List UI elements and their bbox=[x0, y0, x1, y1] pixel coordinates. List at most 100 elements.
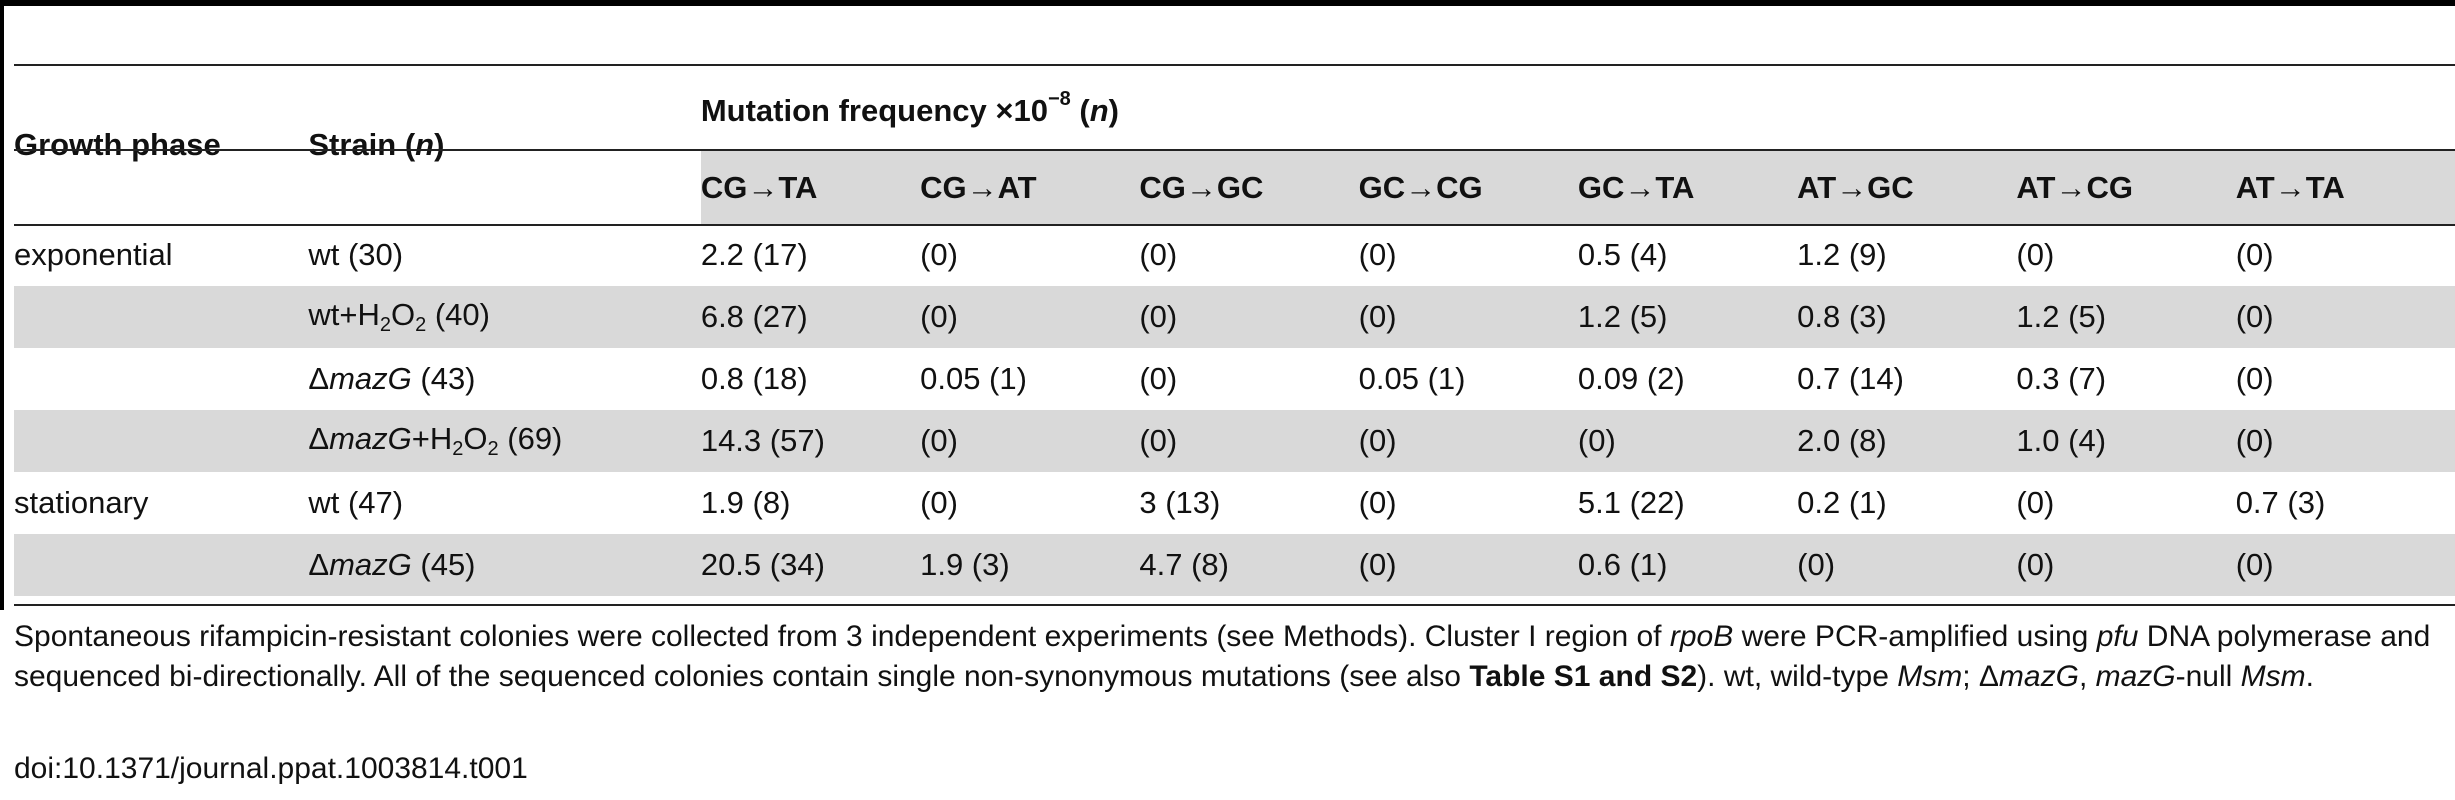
cell-mutation-value: 5.1 (22) bbox=[1577, 485, 1685, 520]
table-row: ΔmazG+H2O2 (69) 14.3 (57) (0) (0) (0) (0) 2.0 … bbox=[14, 410, 2455, 472]
footnote-rpob: rpoB bbox=[1669, 620, 1734, 653]
cell-mutation-value: (0) bbox=[2235, 423, 2274, 458]
table-top-rule bbox=[14, 64, 2455, 66]
header-strain-close: ) bbox=[434, 127, 445, 162]
cell-mutation-value: (0) bbox=[1797, 547, 1836, 582]
cell-mutation-value: 0.05 (1) bbox=[1358, 361, 1466, 396]
cell-mutation-value: 2.2 (17) bbox=[700, 237, 808, 272]
strain-mid-part: wt bbox=[308, 237, 340, 272]
footnote-text-1: Spontaneous rifampicin-resistant colonie… bbox=[14, 620, 1670, 653]
cell-strain: ΔmazG (45) bbox=[308, 534, 700, 596]
cell-growth-phase bbox=[14, 410, 308, 472]
cell-mutation-value: 3 (13) bbox=[1139, 485, 1221, 520]
footnote-text-5: ; Δ bbox=[1962, 660, 1999, 693]
cell-mutation-value: 14.3 (57) bbox=[700, 423, 825, 458]
cell-mutation-value: 1.2 (5) bbox=[2016, 299, 2107, 334]
table-row: stationary wt (47) 1.9 (8) (0) 3 (13) (0) 5.1 … bbox=[14, 472, 2455, 534]
cell-mutation-value: (0) bbox=[1358, 299, 1397, 334]
strain-pre-part: Δ bbox=[308, 361, 330, 396]
strain-italic-part: mazG bbox=[329, 547, 412, 582]
footnote-text-8: . bbox=[2305, 660, 2314, 693]
cell-mutation-value: (0) bbox=[2235, 361, 2274, 396]
cell-mutation-value: 0.3 (7) bbox=[2016, 361, 2107, 396]
cell-mutation-value: 6.8 (27) bbox=[700, 299, 808, 334]
table-row: wt+H2O2 (40) 6.8 (27) (0) (0) (0) 1.2 (5) 0.8 … bbox=[14, 286, 2455, 348]
cell-mutation-value: (0) bbox=[2235, 299, 2274, 334]
footnote-mazg-1: mazG bbox=[1998, 660, 2079, 693]
cell-growth-phase bbox=[14, 534, 308, 596]
strain-post-part: O bbox=[390, 297, 416, 332]
footnote-text-3: DNA polymerase and sequenced bi-directio… bbox=[14, 620, 2431, 693]
strain-post-part: (43) bbox=[411, 361, 476, 396]
header-mutation-cg-ta: CG→TA bbox=[700, 151, 921, 224]
cell-strain: wt (47) bbox=[308, 472, 700, 534]
footnote-text-6: , bbox=[2078, 660, 2096, 693]
header-strain: Strain (n) bbox=[308, 66, 700, 224]
table-footnote: Spontaneous rifampicin-resistant colonie… bbox=[14, 617, 2444, 697]
cell-mutation-value: (0) bbox=[920, 299, 958, 334]
header-mutfreq-n: n bbox=[1089, 93, 1109, 128]
header-growth-phase-text: Growth phase bbox=[14, 127, 221, 162]
left-rule bbox=[0, 0, 4, 610]
strain-mid-part: wt+H bbox=[308, 297, 380, 332]
cell-mutation-value: (0) bbox=[2235, 237, 2274, 272]
header-mid-rule bbox=[14, 149, 2455, 151]
header-mutation-at-gc: AT→GC bbox=[1797, 151, 2017, 224]
header-mutation-gc-ta: GC→TA bbox=[1577, 151, 1798, 224]
table-body: exponential wt (30) 2.2 (17) (0) (0) (0) 0.5 (… bbox=[14, 224, 2455, 596]
header-strain-text: Strain ( bbox=[308, 127, 416, 162]
table-row: exponential wt (30) 2.2 (17) (0) (0) (0) 0.5 (… bbox=[14, 224, 2455, 286]
cell-mutation-value: 2.0 (8) bbox=[1797, 423, 1887, 458]
cell-mutation-value: 4.7 (8) bbox=[1139, 547, 1229, 582]
cell-growth-phase: stationary bbox=[14, 485, 149, 520]
header-mutation-gc-cg: GC→CG bbox=[1358, 151, 1578, 224]
footnote-text-2: were PCR-amplified using bbox=[1733, 620, 2097, 653]
header-mutation-cg-gc: CG→GC bbox=[1139, 151, 1359, 224]
cell-strain: wt+H2O2 (40) bbox=[308, 286, 700, 348]
cell-mutation-value: 1.9 (3) bbox=[920, 547, 1010, 582]
cell-mutation-value: 0.8 (3) bbox=[1797, 299, 1887, 334]
table-row: ΔmazG (43) 0.8 (18) 0.05 (1) (0) 0.05 (1) 0.0… bbox=[14, 348, 2455, 410]
cell-mutation-value: (0) bbox=[1139, 237, 1178, 272]
cell-mutation-value: 0.7 (3) bbox=[2235, 485, 2326, 520]
cell-mutation-value: (0) bbox=[2235, 547, 2274, 582]
cell-mutation-value: (0) bbox=[1358, 237, 1397, 272]
header-mutfreq-open: ( bbox=[1070, 93, 1090, 128]
header-mutfreq-exponent: −8 bbox=[1047, 88, 1071, 110]
cell-mutation-value: 1.2 (9) bbox=[1797, 237, 1887, 272]
header-mutation-cg-at: CG→AT bbox=[920, 151, 1140, 224]
strain-sub2-part: 2 bbox=[487, 438, 499, 460]
footnote-msm-1: Msm bbox=[1897, 660, 1963, 693]
cell-mutation-value: (0) bbox=[920, 485, 958, 520]
doi-text: doi:10.1371/journal.ppat.1003814.t001 bbox=[14, 752, 528, 785]
mutation-table: Growth phase Strain (n) Mutation frequen… bbox=[14, 64, 2455, 606]
cell-growth-phase bbox=[14, 348, 308, 410]
header-mutfreq-close: ) bbox=[1108, 93, 1119, 128]
table-bottom-rule bbox=[14, 604, 2455, 606]
cell-mutation-value: (0) bbox=[1358, 485, 1397, 520]
cell-mutation-value: (0) bbox=[1139, 361, 1178, 396]
strain-post-part: (47) bbox=[339, 485, 404, 520]
header-mutation-at-ta: AT→TA bbox=[2235, 151, 2455, 224]
cell-mutation-value: (0) bbox=[2016, 547, 2055, 582]
strain-tail-part: (40) bbox=[426, 297, 490, 332]
cell-mutation-value: 0.7 (14) bbox=[1797, 361, 1904, 396]
footnote-mazg-2: mazG bbox=[2095, 660, 2176, 693]
strain-sub2-part: 2 bbox=[415, 314, 427, 336]
strain-pre-part: Δ bbox=[308, 421, 330, 456]
cell-mutation-value: (0) bbox=[920, 237, 958, 272]
cell-mutation-value: 1.0 (4) bbox=[2016, 423, 2107, 458]
footnote-text-4: ). wt, wild-type bbox=[1697, 660, 1898, 693]
strain-mid-part: +H bbox=[411, 421, 453, 456]
header-growth-phase: Growth phase bbox=[14, 66, 308, 224]
cell-mutation-value: 0.09 (2) bbox=[1577, 361, 1685, 396]
cell-mutation-value: (0) bbox=[2016, 485, 2055, 520]
cell-strain: wt (30) bbox=[308, 224, 700, 286]
strain-tail-part: (69) bbox=[498, 421, 563, 456]
strain-italic-part: mazG bbox=[329, 361, 412, 396]
cell-mutation-value: 0.6 (1) bbox=[1577, 547, 1668, 582]
cell-mutation-value: 0.2 (1) bbox=[1797, 485, 1887, 520]
table-row: ΔmazG (45) 20.5 (34) 1.9 (3) 4.7 (8) (0) 0.6 … bbox=[14, 534, 2455, 596]
cell-strain: ΔmazG (43) bbox=[308, 348, 700, 410]
top-rule bbox=[0, 0, 2455, 6]
